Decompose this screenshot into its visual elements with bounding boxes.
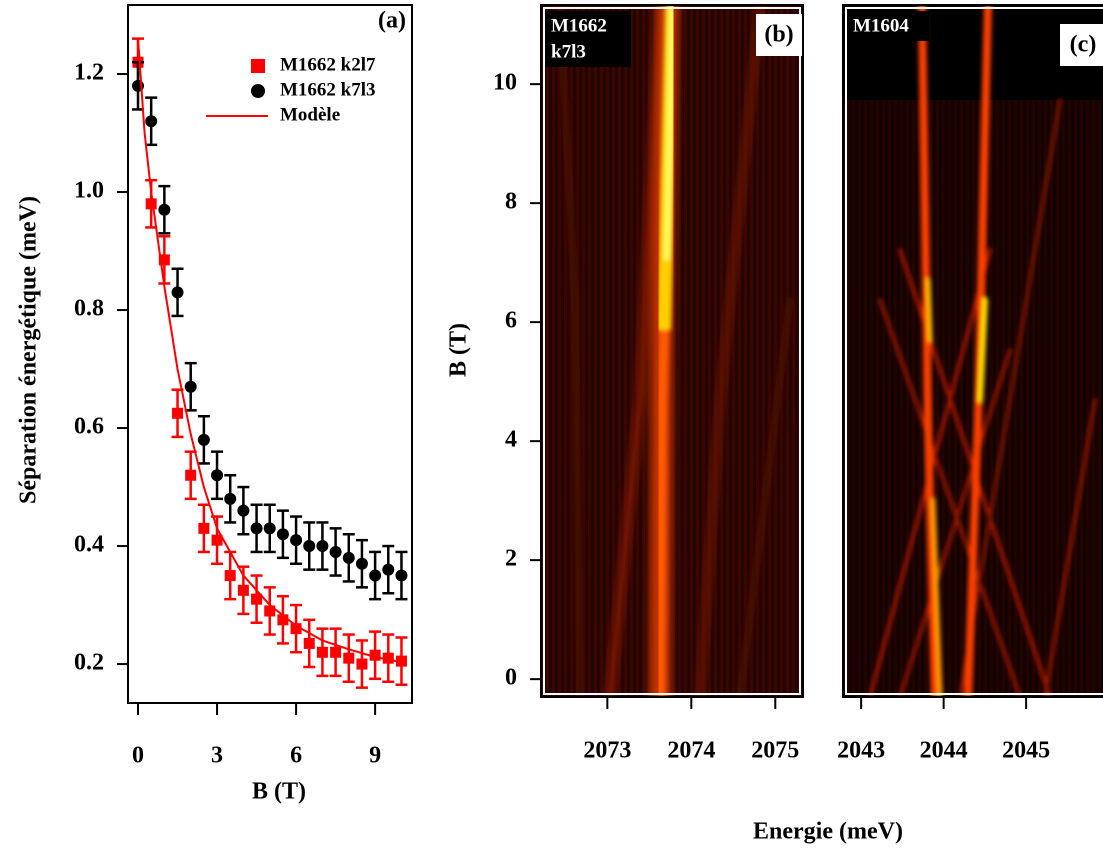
marker: [343, 652, 355, 664]
y-tick-label: 8: [505, 189, 517, 215]
marker: [250, 522, 263, 535]
y-axis-label: Séparation énergétique (meV): [16, 196, 42, 504]
marker: [316, 646, 328, 658]
y-tick-label: 0.8: [74, 296, 104, 322]
marker: [264, 605, 276, 617]
marker: [395, 569, 408, 582]
marker: [342, 551, 355, 564]
sample-label: k7l3: [551, 41, 586, 62]
y-tick-label: 0.2: [74, 650, 104, 676]
y-tick-label: 4: [505, 427, 517, 453]
model-line: [137, 38, 402, 664]
marker: [277, 614, 289, 626]
marker: [395, 655, 407, 667]
x-tick-label: 2044: [920, 738, 968, 764]
label-box: [1060, 24, 1103, 66]
marker: [185, 469, 197, 481]
marker: [355, 557, 368, 570]
y-axis-label: B (T): [446, 323, 472, 377]
marker: [211, 469, 224, 482]
heatmap-image: [541, 5, 803, 697]
panel-label: (c): [1070, 32, 1097, 58]
plot-frame: [842, 4, 1103, 698]
panel-label: (b): [764, 22, 793, 48]
label-box: [756, 14, 802, 56]
legend-marker: [251, 59, 265, 73]
marker: [330, 646, 342, 658]
x-tick-label: 6: [290, 743, 302, 769]
marker: [303, 540, 316, 553]
marker: [382, 563, 395, 576]
plot-frame-inner: [845, 7, 1103, 695]
sample-label-box: [545, 11, 631, 67]
panel-label: (a): [378, 8, 406, 34]
marker: [172, 407, 184, 419]
plot-frame: [540, 4, 804, 698]
marker: [158, 254, 170, 266]
marker: [145, 115, 158, 128]
y-tick-label: 0.4: [74, 532, 104, 558]
y-tick-label: 0: [505, 665, 517, 691]
y-tick-label: 0.6: [74, 414, 104, 440]
marker: [237, 504, 250, 517]
heatmap-image: [843, 5, 1102, 697]
y-tick-label: 1.0: [74, 178, 104, 204]
marker: [251, 593, 263, 605]
marker: [184, 380, 197, 393]
marker: [197, 433, 210, 446]
x-tick-label: 0: [132, 743, 144, 769]
y-tick-label: 2: [505, 546, 517, 572]
x-tick-label: 3: [211, 743, 223, 769]
marker: [263, 522, 276, 535]
marker: [290, 623, 302, 635]
marker: [276, 528, 289, 541]
x-tick-label: 2043: [837, 738, 885, 764]
marker: [316, 540, 329, 553]
x-tick-label: 2075: [751, 738, 799, 764]
marker: [329, 545, 342, 558]
marker: [145, 198, 157, 210]
marker: [290, 534, 303, 547]
marker: [303, 637, 315, 649]
legend-label: M1662 k7l3: [280, 79, 376, 100]
marker: [158, 203, 171, 216]
x-tick-label: 2074: [667, 738, 715, 764]
marker: [382, 652, 394, 664]
legend-marker: [251, 84, 265, 98]
marker: [369, 569, 382, 582]
marker: [369, 649, 381, 661]
marker: [356, 658, 368, 670]
marker: [224, 492, 237, 505]
marker: [171, 286, 184, 299]
y-tick-label: 10: [493, 70, 517, 96]
plot-frame: [127, 4, 413, 704]
y-tick-label: 6: [505, 308, 517, 334]
sample-label-box: [847, 11, 929, 41]
sample-label: M1604: [853, 15, 909, 36]
x-tick-label: 2073: [583, 738, 631, 764]
marker: [211, 534, 223, 546]
x-axis-label: Energie (meV): [753, 819, 903, 845]
marker: [198, 522, 210, 534]
legend-label: M1662 k2l7: [280, 54, 376, 75]
y-tick-label: 1.2: [74, 60, 104, 86]
legend-label: Modèle: [280, 104, 340, 125]
sample-label: M1662: [551, 15, 607, 36]
marker: [224, 570, 236, 582]
x-tick-label: 9: [369, 743, 381, 769]
x-tick-label: 2045: [1002, 738, 1050, 764]
plot-frame-inner: [543, 7, 801, 695]
x-axis-label: B (T): [252, 779, 306, 805]
marker: [237, 584, 249, 596]
